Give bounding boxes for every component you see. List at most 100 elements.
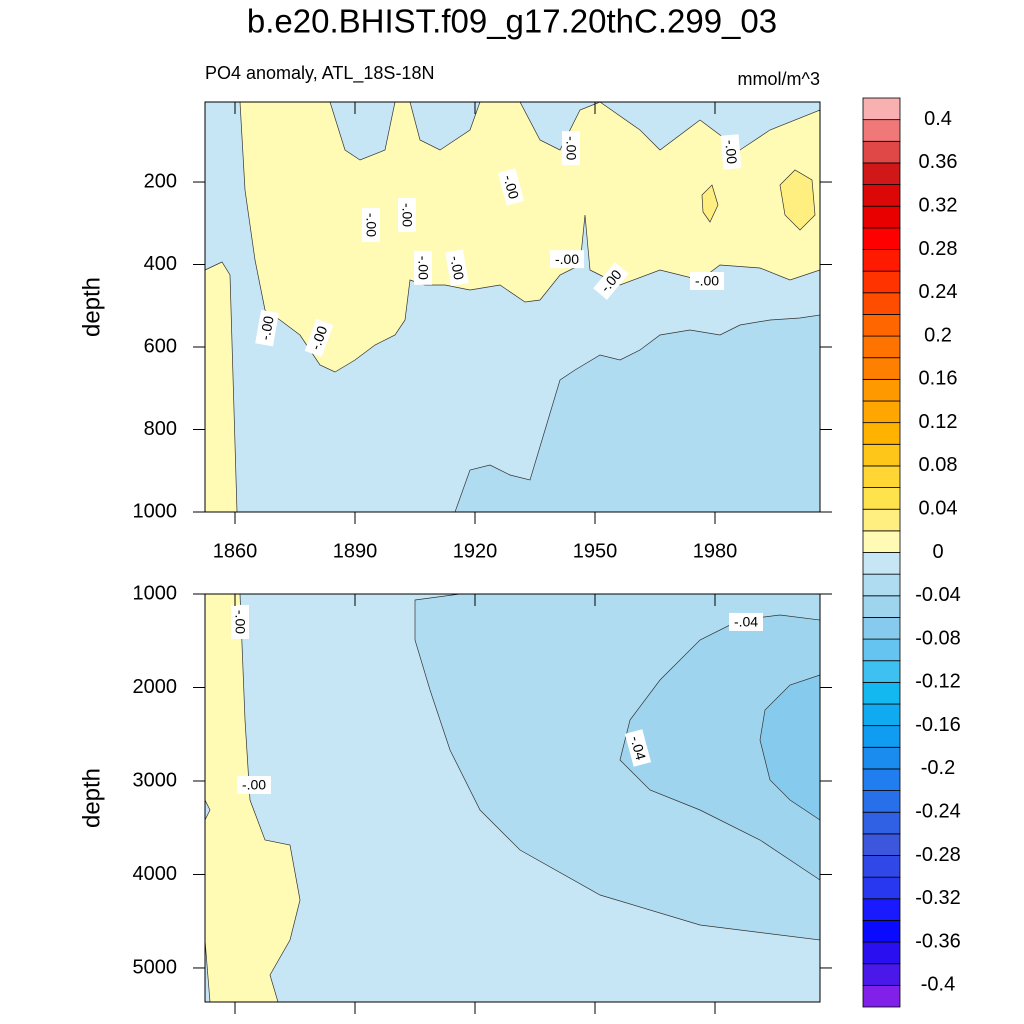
colorbar-box: [862, 703, 901, 727]
contour-label-text: -.00: [363, 213, 379, 237]
contour-label-text: -.00: [415, 256, 431, 280]
y-tick-label: 600: [144, 335, 177, 357]
y-tick-label: 4000: [133, 863, 178, 885]
contour-label-bg: [231, 604, 249, 639]
colorbar-box: [862, 184, 901, 207]
colorbar-label: -0.24: [915, 800, 961, 822]
plot-frame: [204, 593, 821, 1003]
colorbar-label: -0.32: [915, 887, 961, 909]
colorbar-box: [862, 638, 901, 662]
y-tick-label: 400: [144, 253, 177, 275]
contour-label: -.00: [497, 168, 525, 206]
y-tick-label: 800: [144, 418, 177, 440]
contour-label: -.00: [304, 318, 334, 357]
y-tick-label: 200: [144, 170, 177, 192]
colorbar-box: [862, 378, 901, 402]
colorbar-box: [862, 920, 901, 943]
contour-label-text: -.00: [257, 315, 277, 342]
colorbar-box: [862, 270, 901, 294]
contour-label: -.00: [720, 134, 742, 170]
colorbar-label: -0.16: [915, 714, 961, 736]
y-tick-label: 2000: [133, 676, 178, 698]
colorbar-box: [862, 97, 901, 121]
contour-region: [204, 593, 301, 1003]
colorbar-box: [862, 314, 901, 337]
colorbar-box: [862, 400, 901, 424]
contour-label: -.00: [445, 249, 469, 287]
units: mmol/m^3: [738, 69, 820, 89]
colorbar-box: [862, 422, 901, 445]
subtitle: PO4 anomaly, ATL_18S-18N: [205, 63, 434, 84]
colorbar-box: [862, 443, 901, 467]
contour-label: -.00: [414, 250, 432, 285]
colorbar-label: 0: [932, 541, 943, 563]
colorbar-box: [862, 140, 901, 164]
colorbar-box: [862, 898, 901, 921]
x-tick-label: 1950: [573, 540, 618, 562]
contour-label-bg: [237, 776, 271, 795]
x-tick-label: 1890: [333, 540, 378, 562]
colorbar-label: 0.36: [919, 151, 958, 173]
contour-label-text: -.00: [242, 777, 266, 793]
contour-label-text: -.00: [232, 610, 248, 634]
contour-region: [619, 614, 821, 881]
colorbar-box: [862, 725, 901, 748]
colorbar-box: [862, 595, 901, 618]
contour-label-text: -.00: [555, 251, 579, 267]
contour-label: -.04: [729, 612, 763, 631]
contour-label: -.00: [237, 776, 271, 795]
colorbar-label: -0.2: [921, 757, 955, 779]
x-tick-label: 1920: [453, 540, 498, 562]
contour-region: [701, 184, 719, 223]
contour-label-text: -.04: [734, 614, 758, 630]
contour-label-text: -.04: [627, 734, 649, 762]
colorbar-box: [862, 855, 901, 878]
colorbar-label: 0.24: [919, 281, 958, 303]
x-tick-label: 1980: [693, 540, 738, 562]
contour-label: -.00: [362, 207, 380, 242]
contour-label: -.00: [690, 272, 724, 291]
colorbar-label: 0.2: [924, 324, 952, 346]
colorbar-box: [862, 487, 901, 510]
contour-label-bg: [414, 250, 432, 285]
colorbar-label: -0.36: [915, 930, 961, 952]
contour-label-text: -.00: [695, 273, 719, 289]
contour-label-bg: [690, 272, 724, 291]
contour-label-text: -.00: [447, 254, 467, 281]
plot-frame: [204, 101, 821, 513]
colorbar-box: [862, 465, 901, 488]
colorbar-label: 0.32: [919, 194, 958, 216]
colorbar-label: 0.12: [919, 411, 958, 433]
contour-region: [454, 314, 821, 513]
y-tick-label: 1000: [133, 582, 178, 604]
colorbar-box: [862, 119, 901, 142]
contour-label: -.00: [398, 198, 416, 233]
y-axis-label: depth: [78, 768, 105, 828]
colorbar-label: -0.08: [915, 627, 961, 649]
contour-label-text: -.00: [399, 203, 415, 227]
contour-label-text: -.00: [563, 136, 579, 160]
colorbar-label: -0.04: [915, 584, 961, 606]
bottom-field: [204, 593, 821, 1003]
contour-region: [779, 169, 816, 231]
y-tick-label: 3000: [133, 769, 178, 791]
colorbar-box: [862, 660, 901, 683]
contour-label-bg: [497, 168, 525, 206]
colorbar-box: [862, 833, 901, 856]
colorbar-box: [862, 746, 901, 770]
contour-label-bg: [255, 309, 279, 347]
colorbar-label: 0.16: [919, 368, 958, 390]
colorbar-box: [862, 335, 901, 359]
colorbar-box: [862, 292, 901, 315]
colorbar-box: [862, 984, 901, 1008]
contour-label: -.00: [562, 131, 580, 166]
colorbar-label: -0.12: [915, 671, 961, 693]
colorbar-box: [862, 530, 901, 553]
contour-label-bg: [562, 131, 580, 166]
colorbar-box: [862, 552, 901, 575]
contour-label-bg: [593, 262, 629, 300]
contour-label: -.00: [550, 250, 584, 269]
colorbar-box: [862, 227, 901, 250]
y-tick-label: 1000: [133, 500, 178, 522]
